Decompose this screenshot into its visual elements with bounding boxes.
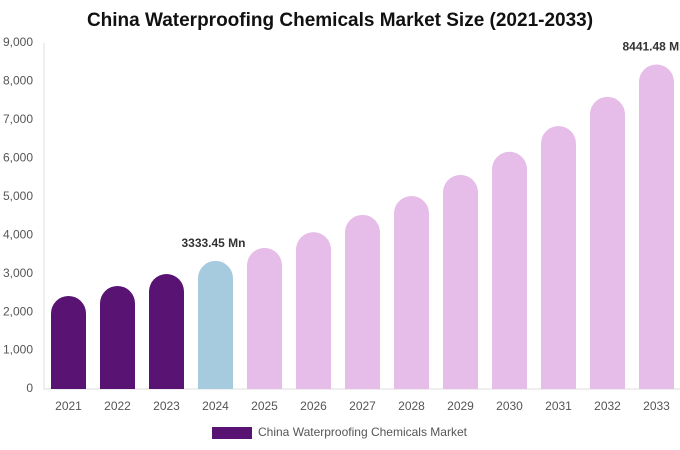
bar	[345, 214, 380, 389]
bar	[51, 295, 86, 389]
bar	[590, 96, 625, 390]
y-tick-label: 4,000	[3, 227, 33, 241]
y-tick-label: 0	[26, 381, 33, 395]
y-tick-label: 5,000	[3, 189, 33, 203]
y-tick-label: 6,000	[3, 151, 33, 165]
bar	[639, 64, 674, 390]
x-tick-label: 2027	[349, 399, 376, 413]
x-tick-label: 2031	[545, 399, 572, 413]
y-tick-label: 9,000	[3, 35, 33, 49]
bar	[394, 196, 429, 389]
x-tick-label: 2025	[251, 399, 278, 413]
x-tick-label: 2026	[300, 399, 327, 413]
y-tick-label: 1,000	[3, 343, 33, 357]
bar	[198, 260, 233, 389]
bar	[492, 151, 527, 389]
x-tick-label: 2021	[55, 399, 82, 413]
bar	[100, 285, 135, 389]
value-label: 8441.48 Mn	[622, 40, 680, 54]
bar	[149, 274, 184, 389]
value-label: 3333.45 Mn	[181, 236, 245, 250]
bar	[443, 174, 478, 389]
y-tick-label: 2,000	[3, 304, 33, 318]
x-tick-label: 2030	[496, 399, 523, 413]
bar	[247, 247, 282, 389]
legend-label: China Waterproofing Chemicals Market	[258, 425, 468, 439]
y-tick-label: 8,000	[3, 74, 33, 88]
y-tick-label: 3,000	[3, 266, 33, 280]
y-tick-label: 7,000	[3, 112, 33, 126]
legend-swatch	[212, 427, 252, 439]
x-tick-label: 2029	[447, 399, 474, 413]
x-tick-label: 2024	[202, 399, 229, 413]
x-tick-label: 2023	[153, 399, 180, 413]
bar	[541, 126, 576, 389]
x-tick-label: 2032	[594, 399, 621, 413]
x-tick-label: 2028	[398, 399, 425, 413]
chart-title: China Waterproofing Chemicals Market Siz…	[87, 10, 593, 31]
x-tick-label: 2033	[643, 399, 670, 413]
bar	[296, 232, 331, 389]
x-tick-label: 2022	[104, 399, 131, 413]
